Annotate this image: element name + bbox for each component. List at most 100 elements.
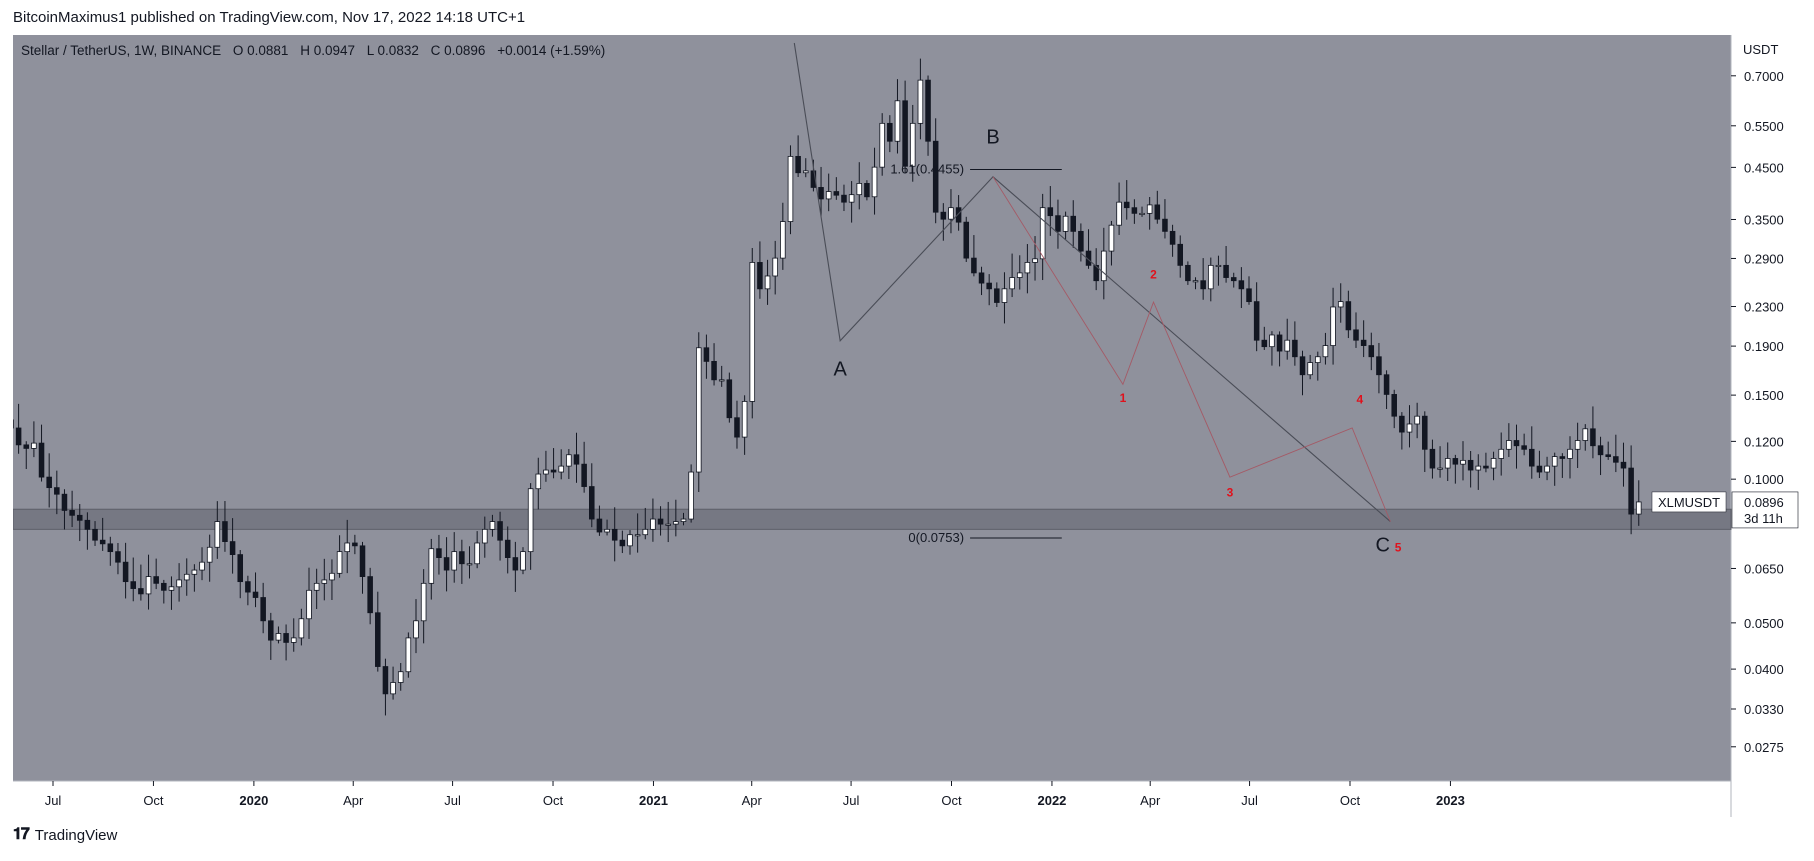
bull-candle (1139, 212, 1145, 215)
bull-candle (650, 518, 656, 530)
bull-candle (321, 579, 328, 584)
tradingview-brand: TradingView (34, 826, 118, 844)
bull-candle (1475, 465, 1482, 471)
bear-candle (1345, 301, 1352, 331)
bear-candle (1383, 374, 1390, 395)
bull-candle (306, 589, 312, 620)
bull-candle (665, 523, 671, 526)
subwave-label-4: 4 (1356, 393, 1363, 407)
price-axis[interactable] (1731, 35, 1800, 817)
bull-candle (413, 620, 419, 639)
last-price-value: 0.0896 (1744, 495, 1784, 510)
time-tick-label: Apr (343, 793, 364, 808)
bear-candle (818, 187, 824, 200)
price-tick-label: 0.1900 (1744, 339, 1784, 354)
bear-candle (703, 347, 710, 362)
price-tick-label: 0.1200 (1744, 434, 1784, 449)
bull-candle (696, 347, 702, 473)
price-tick-label: 0.1500 (1744, 388, 1784, 403)
last-price-badge (1731, 491, 1799, 529)
price-axis-ticks: 0.7000 0.5500 0.4500 0.3500 0.2900 0.2300 0.19… (1731, 69, 1784, 755)
wave-label-b: B (986, 126, 999, 148)
bull-candle (1551, 456, 1558, 467)
bull-candle (680, 518, 687, 522)
bull-candle (604, 528, 610, 533)
bull-candle (1315, 356, 1321, 363)
bull-candle (344, 542, 350, 553)
bull-candle (894, 100, 901, 142)
bear-candle (260, 597, 266, 622)
bear-candle (932, 140, 939, 213)
bull-candle (420, 582, 427, 622)
bull-candle (780, 221, 786, 259)
bull-candle (199, 561, 205, 571)
bear-candle (589, 486, 595, 520)
bear-candle (54, 487, 60, 495)
bull-candle (741, 401, 748, 438)
bull-candle (451, 551, 457, 571)
bull-candle (1635, 501, 1642, 515)
bear-candle (1169, 230, 1176, 245)
bear-candle (1452, 458, 1459, 465)
time-tick-label: Apr (1140, 793, 1161, 808)
bear-candle (1123, 201, 1130, 209)
bull-candle (1444, 458, 1451, 469)
bull-candle (428, 548, 435, 584)
tradingview-footer[interactable]: 𝟏𝟕 TradingView (13, 826, 117, 844)
bull-candle (1406, 423, 1413, 433)
bull-candle (1009, 277, 1015, 290)
price-tick-label: 0.0500 (1744, 616, 1784, 631)
bull-candle (1284, 339, 1290, 352)
bear-candle (1253, 301, 1260, 341)
bull-candle (1337, 301, 1344, 308)
tradingview-logo-icon: 𝟏𝟕 (13, 826, 30, 843)
bull-candle (397, 671, 404, 683)
bear-candle (1559, 456, 1566, 459)
bull-candle (31, 442, 37, 449)
bear-candle (130, 581, 137, 589)
bear-candle (153, 576, 159, 584)
bear-candle (657, 518, 664, 525)
bull-candle (1544, 465, 1550, 473)
bear-candle (1261, 339, 1268, 348)
bull-candle (1307, 362, 1313, 376)
time-tick-label: Oct (1340, 793, 1361, 808)
price-axis-unit: USDT (1743, 42, 1778, 57)
bear-candle (1200, 280, 1206, 290)
bull-candle (275, 633, 282, 641)
bull-candle (1016, 272, 1023, 278)
bull-candle (535, 473, 542, 490)
bull-candle (176, 579, 182, 588)
bear-candle (1070, 215, 1077, 232)
price-tick-label: 0.3500 (1744, 212, 1784, 227)
abc-pattern-line (793, 42, 1391, 522)
bear-candle (252, 591, 259, 598)
bear-candle (596, 518, 603, 533)
bull-candle (642, 528, 649, 536)
low-value: 0.0832 (378, 43, 419, 58)
subwave-label-5: 5 (1395, 541, 1402, 555)
bear-candle (795, 155, 801, 174)
price-chart[interactable]: A B C 1 2 3 4 5 1.61(0.4455) 0(0.0753) 0.7000 0.55… (13, 35, 1800, 817)
change-value: +0.0014 (+1.59%) (497, 43, 605, 58)
bear-candle (1467, 459, 1474, 471)
bear-candle (1093, 264, 1099, 282)
bull-candle (1039, 207, 1046, 260)
bear-candle (76, 514, 83, 521)
time-axis[interactable] (13, 781, 1731, 817)
bear-candle (971, 257, 977, 274)
bear-candle (512, 557, 519, 571)
plot-area[interactable] (13, 35, 1731, 781)
bear-candle (1605, 454, 1611, 458)
bear-candle (940, 211, 947, 220)
bear-candle (864, 183, 870, 198)
price-tick-label: 0.0275 (1744, 740, 1784, 755)
bull-candle (634, 534, 641, 537)
bull-candle (1498, 448, 1504, 459)
bull-candle (688, 471, 694, 520)
price-tick-label: 0.2900 (1744, 251, 1784, 266)
bear-candle (237, 554, 244, 583)
bear-candle (978, 272, 985, 284)
bar-countdown: 3d 11h (1744, 511, 1783, 526)
time-axis-ticks: Jul Oct 2020 Apr Jul Oct 2021 Apr Jul Oct 2022 Apr J… (45, 781, 1465, 808)
